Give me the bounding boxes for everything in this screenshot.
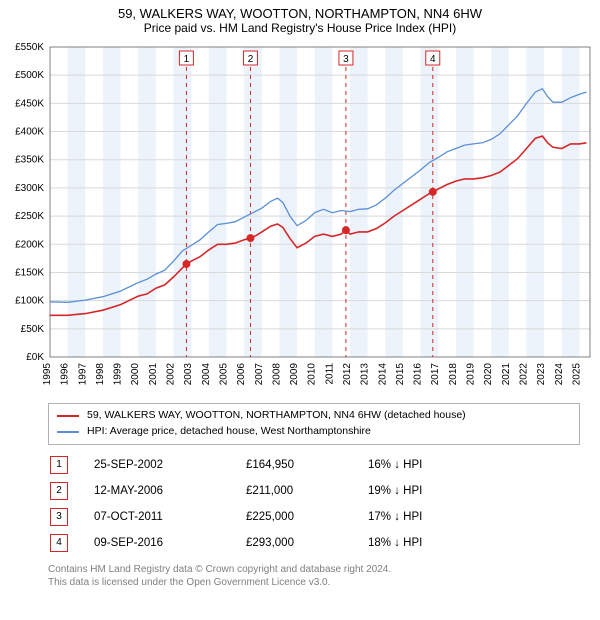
svg-text:£150K: £150K [15, 267, 44, 278]
sale-row: 4 09-SEP-2016£293,00018% ↓ HPI [50, 531, 478, 555]
sale-date: 07-OCT-2011 [94, 505, 244, 529]
svg-text:1: 1 [184, 54, 190, 65]
svg-text:1997: 1997 [77, 363, 88, 386]
chart: £0K £50K £100K £150K £200K £250K £300K £350K £40… [0, 37, 600, 397]
svg-text:£50K: £50K [21, 324, 45, 335]
svg-text:2019: 2019 [466, 363, 477, 386]
sale-row: 2 12-MAY-2006£211,00019% ↓ HPI [50, 479, 478, 503]
sale-marker: 4 [50, 534, 68, 552]
sale-pct: 18% ↓ HPI [368, 531, 478, 555]
svg-text:£200K: £200K [15, 239, 44, 250]
sale-row: 1 25-SEP-2002£164,95016% ↓ HPI [50, 453, 478, 477]
svg-text:£500K: £500K [15, 70, 44, 81]
sale-row: 3 07-OCT-2011£225,00017% ↓ HPI [50, 505, 478, 529]
svg-text:2010: 2010 [307, 363, 318, 386]
svg-text:2006: 2006 [236, 363, 247, 386]
svg-text:2015: 2015 [395, 363, 406, 386]
svg-text:2005: 2005 [218, 363, 229, 386]
svg-text:£300K: £300K [15, 183, 44, 194]
svg-text:1996: 1996 [60, 363, 71, 386]
sale-pct: 19% ↓ HPI [368, 479, 478, 503]
chart-container: 59, WALKERS WAY, WOOTTON, NORTHAMPTON, N… [0, 0, 600, 590]
svg-text:2004: 2004 [201, 363, 212, 386]
svg-text:2008: 2008 [271, 363, 282, 386]
sale-marker: 2 [50, 482, 68, 500]
svg-text:2003: 2003 [183, 363, 194, 386]
svg-text:1995: 1995 [42, 363, 53, 386]
svg-text:3: 3 [343, 54, 349, 65]
svg-text:2025: 2025 [571, 363, 582, 386]
sales-table: 1 25-SEP-2002£164,95016% ↓ HPI 2 12-MAY-200… [48, 451, 480, 557]
svg-text:£0K: £0K [26, 352, 44, 363]
sale-price: £225,000 [246, 505, 366, 529]
legend: 59, WALKERS WAY, WOOTTON, NORTHAMPTON, N… [48, 403, 580, 445]
svg-text:2014: 2014 [377, 363, 388, 386]
svg-text:2: 2 [248, 54, 254, 65]
svg-text:2002: 2002 [166, 363, 177, 386]
titles: 59, WALKERS WAY, WOOTTON, NORTHAMPTON, N… [0, 0, 600, 37]
svg-text:£550K: £550K [15, 42, 44, 53]
svg-text:2017: 2017 [430, 363, 441, 386]
legend-label: 59, WALKERS WAY, WOOTTON, NORTHAMPTON, N… [87, 408, 466, 424]
sale-pct: 16% ↓ HPI [368, 453, 478, 477]
sale-date: 09-SEP-2016 [94, 531, 244, 555]
svg-text:2001: 2001 [148, 363, 159, 386]
svg-text:1999: 1999 [113, 363, 124, 386]
title-line1: 59, WALKERS WAY, WOOTTON, NORTHAMPTON, N… [0, 6, 600, 21]
svg-text:2011: 2011 [324, 363, 335, 385]
svg-text:2016: 2016 [413, 363, 424, 386]
svg-text:2023: 2023 [536, 363, 547, 386]
svg-text:2020: 2020 [483, 363, 494, 386]
svg-text:2021: 2021 [501, 363, 512, 386]
legend-swatch [57, 431, 79, 433]
sale-date: 12-MAY-2006 [94, 479, 244, 503]
footer-line1: Contains HM Land Registry data © Crown c… [48, 563, 580, 577]
sale-marker: 3 [50, 508, 68, 526]
sale-price: £164,950 [246, 453, 366, 477]
svg-text:£450K: £450K [15, 98, 44, 109]
svg-text:1998: 1998 [95, 363, 106, 386]
svg-text:£350K: £350K [15, 155, 44, 166]
svg-text:2012: 2012 [342, 363, 353, 386]
svg-text:£400K: £400K [15, 127, 44, 138]
legend-label: HPI: Average price, detached house, West… [87, 424, 371, 440]
sale-price: £211,000 [246, 479, 366, 503]
title-line2: Price paid vs. HM Land Registry's House … [0, 21, 600, 35]
sale-marker: 1 [50, 456, 68, 474]
svg-text:2009: 2009 [289, 363, 300, 386]
legend-swatch [57, 415, 79, 417]
svg-text:2000: 2000 [130, 363, 141, 386]
svg-text:2018: 2018 [448, 363, 459, 386]
sale-price: £293,000 [246, 531, 366, 555]
svg-text:2022: 2022 [518, 363, 529, 386]
legend-item: HPI: Average price, detached house, West… [57, 424, 571, 440]
svg-text:2013: 2013 [360, 363, 371, 386]
svg-text:4: 4 [430, 54, 436, 65]
chart-svg: £0K £50K £100K £150K £200K £250K £300K £350K £40… [0, 37, 600, 397]
svg-text:2007: 2007 [254, 363, 265, 386]
svg-text:£250K: £250K [15, 211, 44, 222]
footer-line2: This data is licensed under the Open Gov… [48, 576, 580, 590]
footer: Contains HM Land Registry data © Crown c… [48, 563, 580, 590]
legend-item: 59, WALKERS WAY, WOOTTON, NORTHAMPTON, N… [57, 408, 571, 424]
svg-text:2024: 2024 [554, 363, 565, 386]
sale-pct: 17% ↓ HPI [368, 505, 478, 529]
sale-date: 25-SEP-2002 [94, 453, 244, 477]
svg-text:£100K: £100K [15, 296, 44, 307]
